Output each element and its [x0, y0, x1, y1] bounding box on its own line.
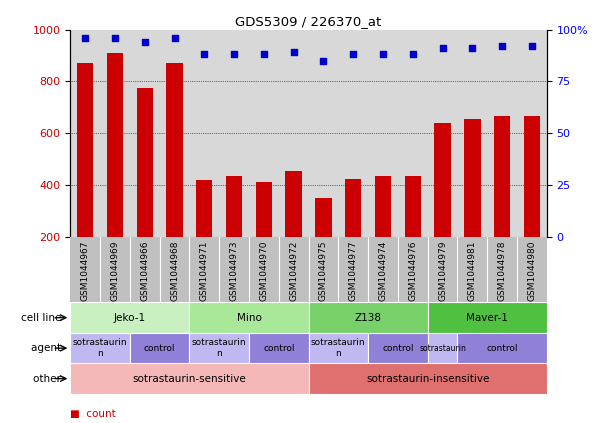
Text: GSM1044970: GSM1044970 — [260, 240, 268, 301]
Bar — [464, 119, 481, 237]
Text: GSM1044966: GSM1044966 — [141, 240, 149, 301]
Text: Jeko-1: Jeko-1 — [114, 313, 146, 323]
Bar — [70, 302, 189, 333]
Text: GSM1044973: GSM1044973 — [230, 240, 238, 301]
Bar — [428, 302, 547, 333]
Bar — [166, 63, 183, 237]
Bar — [249, 333, 309, 363]
Point — [527, 43, 537, 49]
Text: sotrastaurin-sensitive: sotrastaurin-sensitive — [133, 374, 246, 384]
Bar — [375, 176, 391, 237]
Bar — [136, 88, 153, 237]
Text: GSM1044969: GSM1044969 — [111, 240, 119, 301]
Bar — [494, 115, 510, 237]
Bar — [226, 176, 243, 237]
Text: GSM1044968: GSM1044968 — [170, 240, 179, 301]
Text: sotrastaurin
n: sotrastaurin n — [73, 338, 127, 358]
Bar — [189, 302, 309, 333]
Text: GSM1044967: GSM1044967 — [81, 240, 90, 301]
Text: cell line: cell line — [21, 313, 64, 323]
Text: GSM1044979: GSM1044979 — [438, 240, 447, 301]
Title: GDS5309 / 226370_at: GDS5309 / 226370_at — [235, 16, 382, 28]
Bar — [107, 53, 123, 237]
Text: control: control — [382, 343, 414, 353]
Point — [378, 51, 388, 58]
Bar — [189, 333, 249, 363]
Point — [259, 51, 269, 58]
Text: control: control — [144, 343, 175, 353]
Bar — [368, 333, 428, 363]
Point — [289, 49, 299, 56]
Text: sotrastaurin
n: sotrastaurin n — [192, 338, 246, 358]
Point — [437, 45, 447, 52]
Bar — [285, 171, 302, 237]
Text: sotrastaurin: sotrastaurin — [419, 343, 466, 353]
Bar — [428, 333, 458, 363]
Text: GSM1044975: GSM1044975 — [319, 240, 328, 301]
Point — [318, 57, 328, 64]
Bar — [70, 333, 130, 363]
Point — [110, 35, 120, 41]
Text: Z138: Z138 — [354, 313, 382, 323]
Point — [348, 51, 358, 58]
Point — [408, 51, 418, 58]
Text: control: control — [486, 343, 518, 353]
Bar — [77, 63, 93, 237]
Bar — [345, 179, 362, 237]
Text: sotrastaurin-insensitive: sotrastaurin-insensitive — [366, 374, 489, 384]
Point — [229, 51, 239, 58]
Text: GSM1044981: GSM1044981 — [468, 240, 477, 301]
Text: agent: agent — [31, 343, 64, 353]
Bar — [130, 333, 189, 363]
Point — [199, 51, 209, 58]
Bar — [309, 302, 428, 333]
Text: GSM1044972: GSM1044972 — [289, 240, 298, 300]
Text: GSM1044971: GSM1044971 — [200, 240, 209, 301]
Bar — [309, 333, 368, 363]
Bar — [524, 115, 540, 237]
Bar — [315, 198, 332, 237]
Text: GSM1044978: GSM1044978 — [498, 240, 507, 301]
Bar — [255, 182, 272, 237]
Point — [140, 38, 150, 45]
Text: GSM1044980: GSM1044980 — [527, 240, 536, 301]
Text: GSM1044976: GSM1044976 — [408, 240, 417, 301]
Text: other: other — [33, 374, 64, 384]
Bar — [70, 363, 309, 394]
Point — [170, 35, 180, 41]
Bar — [309, 363, 547, 394]
Text: control: control — [263, 343, 295, 353]
Text: ■  count: ■ count — [70, 409, 116, 419]
Text: GSM1044974: GSM1044974 — [379, 240, 387, 300]
Text: sotrastaurin
n: sotrastaurin n — [311, 338, 365, 358]
Point — [80, 35, 90, 41]
Point — [497, 43, 507, 49]
Text: Mino: Mino — [236, 313, 262, 323]
Bar — [404, 176, 421, 237]
Bar — [434, 123, 451, 237]
Bar — [458, 333, 547, 363]
Point — [467, 45, 477, 52]
Text: Maver-1: Maver-1 — [466, 313, 508, 323]
Text: GSM1044977: GSM1044977 — [349, 240, 357, 301]
Bar — [196, 180, 213, 237]
